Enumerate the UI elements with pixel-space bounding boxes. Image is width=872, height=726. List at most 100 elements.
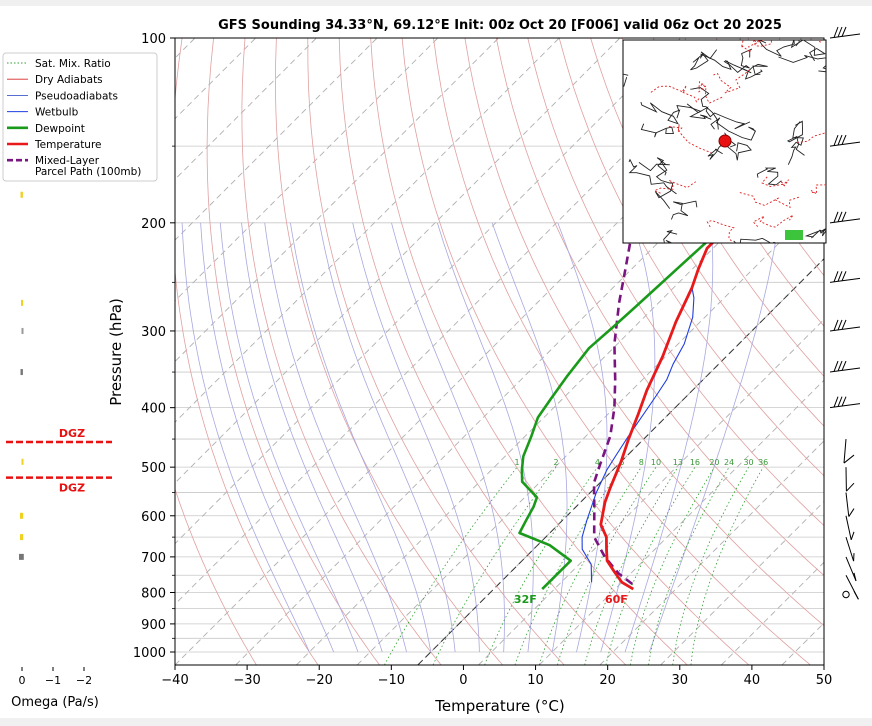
- legend-label: Parcel Path (100mb): [35, 166, 141, 178]
- y-tick-label: 500: [141, 461, 166, 476]
- mixing-ratio-label: 10: [651, 458, 661, 467]
- map-contour: [663, 229, 678, 243]
- y-axis-label: Pressure (hPa): [107, 298, 125, 406]
- mixing-ratio-line: [557, 466, 657, 665]
- map-thickness-line: [706, 220, 735, 243]
- wind-barb: [845, 556, 857, 582]
- map-thickness-line: [650, 85, 701, 103]
- legend-label: Sat. Mix. Ratio: [35, 58, 111, 70]
- omega-panel: 0 −1 −2 Omega (Pa/s) DGZ DGZ: [6, 191, 112, 710]
- pseudoadiabat: [319, 222, 456, 653]
- legend-label: Dry Adiabats: [35, 74, 103, 86]
- y-tick-label: 600: [141, 510, 166, 525]
- pseudoadiabat: [290, 222, 432, 653]
- wind-barb: [829, 360, 861, 373]
- dry-adiabat: [558, 38, 824, 477]
- map-contour: [655, 160, 674, 209]
- map-contour: [744, 63, 768, 80]
- pseudoadiabat: [241, 222, 383, 653]
- wind-barb: [843, 439, 855, 464]
- y-tick-label: 100: [141, 32, 166, 47]
- surface-annotation: 60F: [605, 593, 628, 606]
- dry-adiabat: [527, 38, 824, 527]
- mixing-ratio-line: [584, 466, 679, 665]
- mixing-ratio-line: [690, 467, 764, 665]
- map-thickness-line: [761, 176, 790, 188]
- map-precip: [785, 230, 803, 240]
- map-thickness-line: [653, 180, 697, 194]
- legend-label: Pseudoadiabats: [35, 90, 118, 102]
- wind-barb: [845, 575, 859, 600]
- map-thickness-line: [698, 80, 723, 104]
- x-tick-label: 0: [459, 673, 467, 688]
- x-tick-label: 40: [744, 673, 761, 688]
- map-contour: [690, 87, 719, 130]
- y-tick-label: 800: [141, 586, 166, 601]
- map-thickness-line: [752, 40, 772, 47]
- map-thickness-line: [668, 124, 712, 154]
- map-contour: [690, 49, 718, 71]
- omega-bar: [21, 299, 23, 306]
- dry-adiabat: [370, 38, 688, 665]
- legend-label: Wetbulb: [35, 107, 79, 119]
- map-contour: [686, 103, 751, 130]
- chart-title: GFS Sounding 34.33°N, 69.12°E Init: 00z …: [218, 18, 782, 33]
- pseudoadiabat: [352, 222, 480, 653]
- isotherm-line: [175, 38, 803, 665]
- omega-bar: [20, 512, 24, 519]
- wind-barb: [829, 211, 861, 224]
- legend-box: [2, 52, 158, 182]
- omega-tick-label: −1: [45, 674, 61, 687]
- wind-barb: [829, 319, 861, 332]
- mixing-ratio-line: [648, 466, 730, 665]
- isotherm-line: [175, 38, 742, 605]
- x-tick-label: 20: [599, 673, 616, 688]
- map-contour: [628, 158, 677, 195]
- series-wetbulb: [581, 287, 695, 583]
- pseudoadiabat: [391, 222, 505, 652]
- location-marker: [718, 134, 732, 148]
- y-tick-label: 1000: [133, 646, 166, 661]
- omega-tick-label: 0: [19, 674, 26, 687]
- omega-bar: [21, 327, 24, 334]
- omega-bar: [20, 369, 23, 376]
- dry-adiabat: [241, 38, 442, 665]
- dgz-label: DGZ: [59, 427, 85, 440]
- map-contour: [670, 200, 698, 220]
- dry-adiabat: [590, 38, 824, 427]
- mixing-ratio-line: [672, 466, 749, 665]
- dry-adiabat: [274, 38, 503, 665]
- x-tick-label: −40: [161, 673, 188, 688]
- map-contour: [723, 48, 753, 73]
- dry-adiabat: [175, 487, 257, 665]
- pseudoadiabat: [624, 222, 714, 653]
- y-tick-label: 400: [141, 402, 166, 417]
- isotherm-line: [296, 136, 824, 665]
- map-thickness-line: [713, 68, 751, 94]
- dry-adiabat: [175, 38, 319, 665]
- map-thickness-line: [739, 192, 801, 209]
- omega-bar: [20, 191, 23, 198]
- wind-barbs: [829, 26, 861, 600]
- mixing-ratio-label: 8: [639, 458, 644, 467]
- map-thickness-line: [818, 40, 823, 43]
- mixing-ratio-line: [629, 466, 715, 665]
- isotherm-line: [478, 318, 824, 665]
- wind-barb: [845, 467, 855, 492]
- mixing-ratio-line: [432, 466, 557, 665]
- mixing-ratio-label: 16: [690, 458, 700, 467]
- map-contour: [640, 101, 681, 125]
- surface-annotation: 32F: [514, 593, 537, 606]
- isotherm-line: [175, 38, 621, 484]
- series-temperature: [599, 156, 824, 591]
- map-thickness-line: [810, 184, 826, 194]
- pseudoadiabat: [600, 222, 656, 653]
- map-contour: [787, 121, 804, 165]
- map-thickness-line: [796, 132, 826, 143]
- pseudoadiabat: [181, 222, 310, 653]
- omega-bar: [20, 534, 24, 541]
- isotherm-line: [175, 38, 499, 363]
- wind-barb: [829, 271, 861, 283]
- wind-barb: [829, 134, 861, 147]
